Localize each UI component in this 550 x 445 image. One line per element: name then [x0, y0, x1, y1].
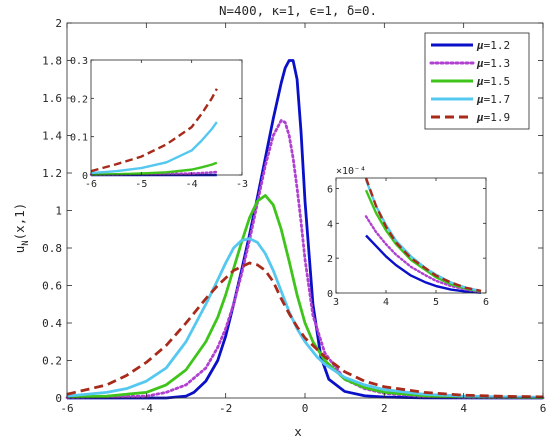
- legend-label-2: μ=1.3: [476, 57, 510, 70]
- legend-label-1: μ=1.2: [476, 39, 510, 52]
- main-x-tick-label-2: -2: [219, 402, 232, 415]
- inset-left-y-tick-label-1: 0.1: [70, 133, 88, 144]
- main-series-line-4: [66, 237, 544, 399]
- inset-right-series-line-1: [365, 234, 482, 294]
- legend-symbol-4: μ: [476, 93, 484, 106]
- legend-symbol-1: μ: [476, 39, 484, 52]
- inset-left-frame: [90, 59, 243, 176]
- legend-value-3: =1.5: [484, 75, 511, 88]
- inset-left-tail: -6 -5 -4 -3 0 0.1 0.2 0.3: [70, 56, 248, 190]
- main-y-tick-label-10: 2: [55, 17, 62, 30]
- legend-symbol-5: μ: [476, 111, 484, 124]
- main-y-tick-label-3: 0.6: [42, 280, 62, 293]
- legend: μ=1.2μ=1.3μ=1.5μ=1.7μ=1.9: [424, 32, 530, 130]
- inset-left-series-line-3: [90, 161, 218, 176]
- inset-right-frame: [335, 177, 487, 294]
- inset-left-series-line-5: [90, 88, 218, 173]
- main-x-tick-label-1: -4: [140, 402, 154, 415]
- main-y-tick-label-9: 1.8: [42, 55, 62, 68]
- chart-title: N=400, κ=1, ϵ=1, δ=0.: [219, 3, 377, 18]
- inset-left-y-tick-label-0: 0: [82, 171, 88, 182]
- main-y-tick-label-8: 1.6: [42, 92, 62, 105]
- main-x-tick-label-3: 0: [302, 402, 309, 415]
- inset-left-x-tick-label-0: -6: [85, 179, 97, 190]
- inset-right-y-tick-label-3: 6: [327, 184, 333, 195]
- main-x-tick-label-0: -6: [60, 402, 73, 415]
- main-series-line-1: [67, 59, 544, 400]
- legend-label-3: μ=1.5: [476, 75, 510, 88]
- inset-right-y-tick-label-1: 2: [327, 254, 333, 265]
- inset-right-series-line-3: [364, 189, 482, 293]
- main-series-line-3: [66, 194, 544, 400]
- main-y-tick-label-6: 1.2: [42, 167, 62, 180]
- main-series-line-5: [66, 261, 544, 399]
- inset-left-series-line-4: [90, 121, 218, 175]
- y-axis-label: uN(x,1): [12, 203, 31, 254]
- inset-right-x-tick-label-0: 3: [333, 297, 339, 308]
- inset-left-y-tick-label-2: 0.2: [70, 94, 88, 105]
- main-x-tick-label-4: 2: [381, 402, 388, 415]
- inset-right-y-tick-label-2: 4: [327, 219, 333, 230]
- main-y-tick-label-0: 0: [55, 392, 62, 405]
- legend-value-5: =1.9: [484, 111, 511, 124]
- inset-right-x-tick-label-1: 4: [383, 297, 389, 308]
- legend-symbol-2: μ: [476, 57, 484, 70]
- inset-right-y-tick-label-0: 0: [327, 289, 333, 300]
- main-y-tick-label-7: 1.4: [42, 130, 62, 143]
- main-y-tick-label-1: 0.2: [42, 355, 62, 368]
- y-axis-label-group: uN(x,1): [12, 203, 31, 254]
- y-axis-label-rest: (x,1): [12, 203, 27, 241]
- inset-left-x-tick-label-3: -3: [236, 179, 248, 190]
- main-y-tick-label-2: 0.4: [42, 317, 62, 330]
- inset-right-background: [336, 178, 486, 293]
- inset-left-x-tick-label-1: -5: [135, 179, 147, 190]
- inset-left-x-tick-label-2: -4: [186, 179, 198, 190]
- main-x-tick-label-6: 6: [540, 402, 547, 415]
- inset-left-y-tick-label-3: 0.3: [70, 56, 88, 67]
- main-y-tick-label-5: 1: [55, 205, 62, 218]
- inset-right-x-tick-label-2: 5: [433, 297, 439, 308]
- legend-symbol-3: μ: [476, 75, 484, 88]
- x-axis-label: x: [294, 424, 302, 439]
- inset-right-series-line-2: [364, 215, 483, 294]
- legend-label-5: μ=1.9: [476, 111, 510, 124]
- main-y-tick-label-4: 0.8: [42, 242, 62, 255]
- inset-left-background: [91, 60, 242, 175]
- legend-label-4: μ=1.7: [476, 93, 510, 106]
- y-axis-label-main: u: [12, 246, 27, 254]
- inset-right-series-line-5: [364, 177, 482, 293]
- legend-value-2: =1.3: [484, 57, 511, 70]
- y-axis-label-subscript: N: [21, 240, 31, 245]
- legend-value-1: =1.2: [484, 39, 511, 52]
- inset-right-x-tick-label-3: 6: [483, 297, 489, 308]
- legend-value-4: =1.7: [484, 93, 511, 106]
- main-x-tick-label-5: 4: [460, 402, 467, 415]
- inset-right-multiplier: ×10⁻⁴: [336, 166, 366, 177]
